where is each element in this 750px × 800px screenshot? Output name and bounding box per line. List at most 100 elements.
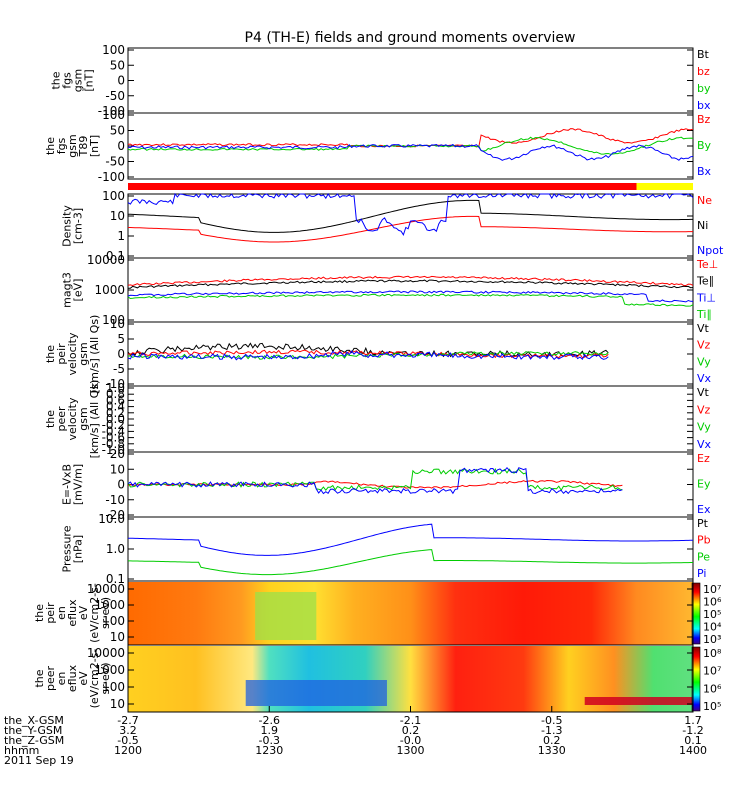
ytick-label: 100 [102, 43, 125, 57]
ylabel-line: [mV/m] [72, 464, 85, 505]
ytick-label: 0.2 [106, 406, 125, 420]
legend-Te∥: Te∥ [696, 275, 714, 288]
orbit-row-label: the_X-GSM [4, 714, 64, 727]
ylabel-line: the [33, 604, 46, 622]
legend-Ni: Ni [697, 219, 708, 232]
peir-green-patch [255, 592, 317, 640]
ytick-label: 1.0 [106, 381, 125, 395]
ytick-label: 1.0 [106, 542, 125, 556]
legend-Ne: Ne [697, 194, 712, 207]
orbit-value: -0.5 [117, 734, 138, 747]
ylabel-temperature: magt3[eV] [61, 272, 85, 308]
ytick-label: -10 [105, 493, 125, 507]
ylabel-line: the [33, 669, 46, 687]
time-tick-label: 1330 [538, 744, 566, 757]
ylabel-line: velocity [66, 397, 79, 440]
mode-bar-yellow [636, 183, 693, 190]
legend-Vx: Vx [697, 372, 712, 385]
ylabel-line: sr-eV) [99, 662, 112, 694]
colorbar-label: 10⁷ [703, 583, 721, 596]
legend-Vz: Vz [697, 339, 711, 352]
date-label: 2011 Sep 19 [4, 754, 74, 767]
legend-Pb: Pb [697, 534, 711, 547]
legend-Ex: Ex [697, 503, 711, 516]
ytick-label: -5 [113, 362, 125, 376]
ylabel-line: gsm [77, 342, 90, 365]
ytick-label: -100 [98, 104, 125, 118]
ylabel-line: the [44, 137, 57, 155]
trace-tiperp [127, 290, 694, 303]
trace-bx [127, 143, 694, 161]
ytick-label: 1000 [94, 283, 125, 297]
ylabel-line: eV [77, 671, 90, 686]
ytick-label: -20 [105, 508, 125, 522]
ylabel-line: gsm [66, 134, 79, 157]
legend-Bt: Bt [697, 48, 710, 61]
ytick-label: -0.6 [102, 431, 125, 445]
ylabel-line: gsm [72, 69, 85, 92]
ylabel-line: (eV/cm2-s- [88, 583, 101, 643]
orbit-value: -1.2 [682, 724, 703, 737]
ylabel-line: the [50, 71, 63, 89]
ytick-label: 10 [110, 630, 125, 644]
chart-title: P4 (TH-E) fields and ground moments over… [245, 30, 576, 46]
ytick-label: 10000 [87, 646, 125, 660]
ytick-label: -100 [98, 170, 125, 184]
ytick-label: 0 [117, 478, 125, 492]
ytick-label: 10 [110, 462, 125, 476]
ylabel-line: en [55, 606, 68, 620]
orbit-row-label: the_Y-GSM [4, 724, 62, 737]
ylabel-line: [cm-3] [72, 208, 85, 244]
colorbar-label: 10⁷ [703, 665, 721, 678]
trace-ne [128, 215, 693, 243]
ylabel-line: peer [55, 406, 68, 432]
orbit-value: -0.0 [400, 734, 421, 747]
legend-Pe: Pe [697, 550, 710, 563]
ylabel-line: velocity [66, 332, 79, 375]
trace-ex [127, 466, 623, 495]
trace-tipar [127, 293, 694, 307]
ytick-label: 20 [110, 447, 125, 461]
ytick-label: 100 [102, 189, 125, 203]
legend-Pi: Pi [697, 567, 706, 580]
legend-Bz: Bz [697, 113, 711, 126]
legend-Vz: Vz [697, 403, 711, 416]
time-axis-label: hhmm [4, 744, 39, 757]
ytick-label: 10 [110, 317, 125, 331]
panel-frame-density [127, 193, 694, 259]
ytick-label: 50 [110, 58, 125, 72]
time-tick-label: 1200 [114, 744, 142, 757]
legend-Ey: Ey [697, 478, 711, 491]
ylabel-line: fgs [55, 137, 68, 154]
mode-bar-red [128, 183, 637, 190]
ylabel-line: the [44, 345, 57, 363]
orbit-row-label: the_Z-GSM [4, 734, 64, 747]
trace-vy [127, 351, 609, 360]
ytick-label: 100 [102, 313, 125, 327]
ytick-label: 0.8 [106, 387, 125, 401]
colorbar-label: 10⁴ [703, 621, 722, 634]
ylabel-line: en [55, 672, 68, 686]
ylabel-line: eV [77, 605, 90, 620]
legend-Vt: Vt [697, 386, 710, 399]
orbit-value: 1.9 [261, 724, 279, 737]
time-tick-label: 1400 [679, 744, 707, 757]
orbit-value: 0.2 [543, 734, 561, 747]
legend-Ti∥: Ti∥ [696, 308, 712, 321]
legend-Vt: Vt [697, 322, 710, 335]
legend-Te⊥: Te⊥ [696, 258, 718, 271]
peer-red-band [584, 697, 693, 705]
trace-vx [127, 350, 609, 361]
ytick-label: 1000 [94, 663, 125, 677]
colorbar-peir [691, 582, 701, 645]
trace-npot [127, 192, 694, 236]
ylabel-line: peer [44, 666, 57, 692]
legend-Bx: Bx [697, 165, 712, 178]
ytick-label: 10000 [87, 253, 125, 267]
legend-Vy: Vy [697, 355, 711, 368]
ytick-label: 0.4 [106, 400, 125, 414]
ytick-label: 50 [110, 124, 125, 138]
ylabel-line: T89 [77, 136, 90, 158]
